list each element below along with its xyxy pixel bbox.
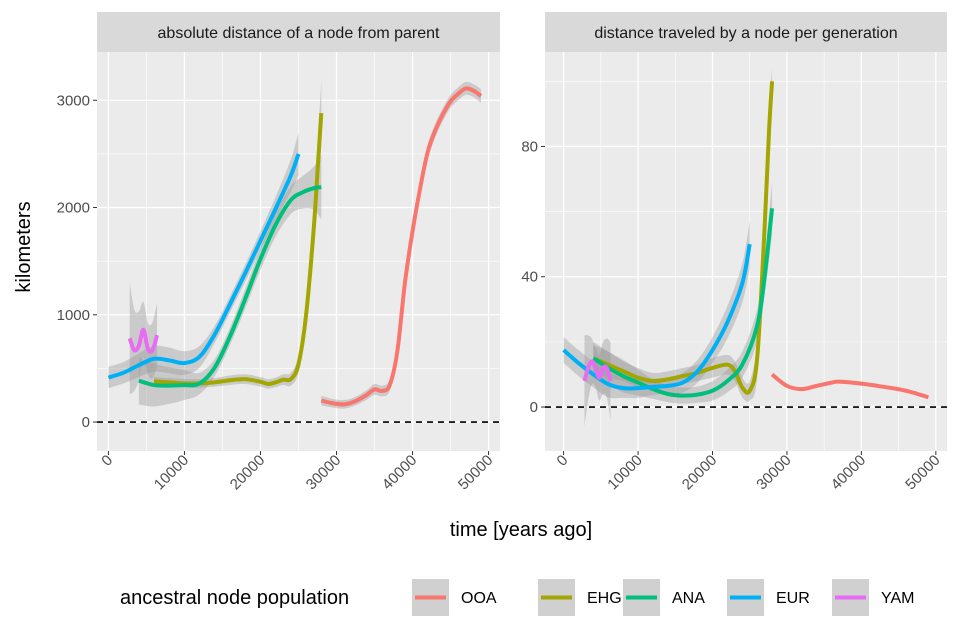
x-tick-label: 20000 [227, 452, 269, 494]
legend-label: EHG [587, 590, 622, 607]
confidence-band-yam [584, 335, 611, 427]
x-tick-label: 20000 [679, 452, 721, 494]
y-tick-label: 0 [82, 414, 90, 431]
panel-title: absolute distance of a node from parent [158, 25, 441, 42]
series-line-ooa [320, 86, 483, 407]
panel-title: distance traveled by a node per generati… [594, 25, 897, 42]
legend-label: YAM [881, 590, 914, 607]
legend-label: EUR [776, 590, 810, 607]
confidence-band-eur [563, 221, 750, 399]
y-tick-label: 2000 [57, 200, 90, 217]
legend-label: ANA [672, 590, 705, 607]
legend-title: ancestral node population [120, 587, 349, 609]
y-tick-label: 40 [521, 269, 538, 286]
x-tick-label: 50000 [902, 452, 944, 494]
confidence-band-ana [138, 154, 322, 407]
series-line-eur [562, 243, 752, 391]
x-axis-title: time [years ago] [450, 519, 592, 541]
series-line-ana [138, 185, 322, 388]
x-tick-label: 30000 [753, 452, 795, 494]
series-line-yam [582, 359, 613, 382]
y-tick-label: 80 [521, 138, 538, 155]
y-tick-label: 0 [530, 399, 538, 416]
series-line-eur [107, 153, 301, 380]
panel-distance-per-generation: distance traveled by a node per generati… [521, 12, 947, 493]
series-line-yam [127, 327, 159, 354]
x-tick-label: 50000 [455, 452, 497, 494]
x-tick-label: 40000 [379, 452, 421, 494]
y-tick-label: 1000 [57, 307, 90, 324]
y-tick-label: 3000 [57, 92, 90, 109]
confidence-band-ana [593, 182, 773, 404]
legend: ancestral node population OOA EHG ANA EUR YA… [120, 579, 914, 616]
panel-absolute-distance: absolute distance of a node from parent 0… [57, 12, 500, 493]
x-tick-label: 0 [98, 452, 116, 470]
legend-label: OOA [461, 590, 497, 607]
series-line-ooa [770, 372, 929, 400]
panel-strip [545, 12, 947, 52]
series-line-ana [592, 208, 775, 398]
confidence-band-eur [108, 132, 299, 389]
series-line-ehg [592, 81, 775, 395]
x-tick-label: 10000 [151, 452, 193, 494]
y-axis-title: kilometers [13, 201, 35, 292]
panel-strip [97, 12, 500, 52]
x-tick-label: 10000 [604, 452, 646, 494]
x-tick-label: 40000 [828, 452, 870, 494]
x-tick-label: 0 [554, 452, 572, 470]
x-tick-label: 30000 [303, 452, 345, 494]
